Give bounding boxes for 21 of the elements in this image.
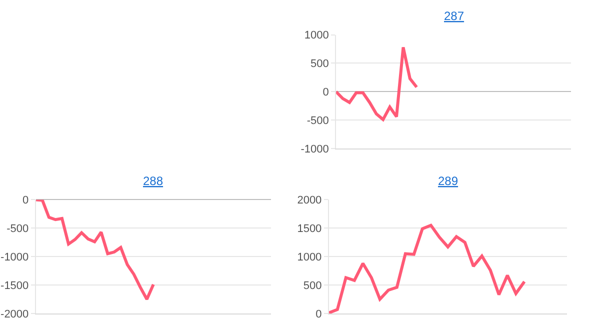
y-tick-label: -2000: [0, 308, 29, 320]
y-tick-label: -1000: [300, 143, 329, 156]
y-tick-label: 1000: [304, 30, 329, 42]
y-tick-label: 2000: [297, 194, 322, 207]
chart-title: 288: [143, 174, 164, 188]
chart-title: 287: [444, 9, 464, 23]
y-tick-label: -500: [306, 114, 329, 127]
y-tick-label: 1000: [297, 251, 322, 264]
line-series: [36, 200, 155, 301]
y-tick-label: 500: [310, 58, 329, 70]
y-tick-label: 1500: [297, 223, 322, 236]
y-tick-label: 0: [22, 194, 29, 207]
y-tick-label: -1500: [0, 280, 29, 292]
line-series: [328, 224, 526, 314]
line-series: [336, 46, 418, 122]
y-tick-label: 500: [303, 280, 322, 292]
y-tick-label: 0: [322, 86, 329, 99]
chart-title: 289: [438, 174, 458, 188]
y-tick-label: 0: [316, 308, 322, 320]
y-tick-label: -500: [6, 223, 29, 236]
y-tick-label: -1000: [0, 251, 29, 264]
